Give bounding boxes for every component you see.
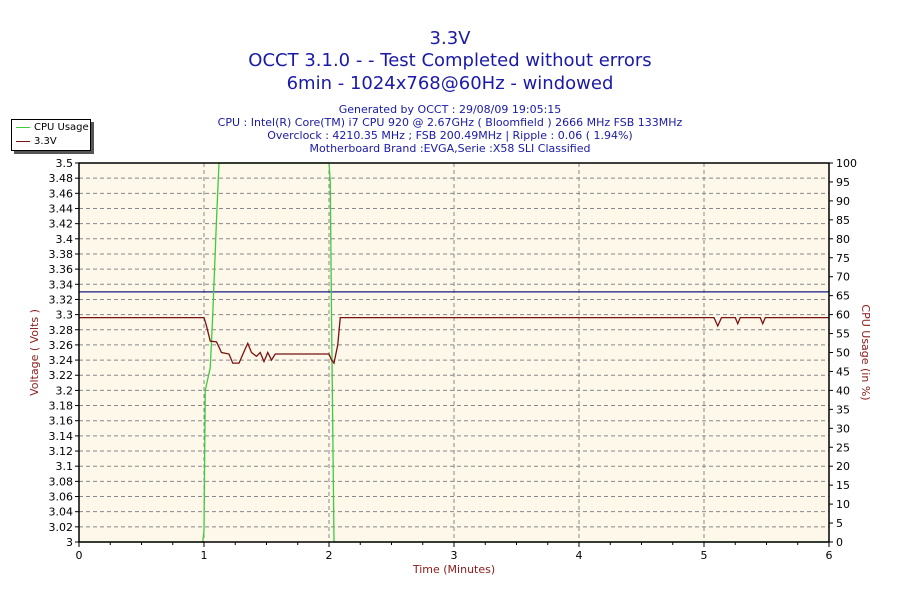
y2-tick-label: 80 — [836, 233, 850, 246]
legend-item: 3.3V — [12, 134, 90, 148]
x-tick-label: 0 — [76, 549, 83, 562]
x-tick-label: 6 — [826, 549, 833, 562]
x-tick-label: 4 — [576, 549, 583, 562]
x-tick-label: 1 — [201, 549, 208, 562]
y2-tick-label: 20 — [836, 460, 850, 473]
x-tick-label: 2 — [326, 549, 333, 562]
y2-tick-label: 30 — [836, 422, 850, 435]
y-tick-label: 3.16 — [49, 415, 74, 428]
chart-subtitle: 6min - 1024x768@60Hz - windowed — [286, 73, 614, 94]
y-tick-label: 3.42 — [49, 218, 74, 231]
y2-tick-label: 90 — [836, 195, 850, 208]
y-tick-label: 3.04 — [49, 506, 74, 519]
y2-tick-label: 55 — [836, 328, 850, 341]
y-tick-label: 3.2 — [56, 384, 74, 397]
x-axis-label: Time (Minutes) — [412, 563, 495, 576]
y-tick-label: 3.46 — [49, 187, 74, 200]
x-tick-label: 5 — [701, 549, 708, 562]
plot-border — [78, 162, 830, 543]
y2-tick-label: 25 — [836, 441, 850, 454]
y-tick-label: 3.24 — [49, 354, 74, 367]
y-tick-label: 3.4 — [56, 233, 74, 246]
legend-label: CPU Usage — [34, 121, 89, 133]
y-tick-label: 3.26 — [49, 339, 74, 352]
y-tick-label: 3.34 — [49, 278, 74, 291]
y2-tick-label: 50 — [836, 347, 850, 360]
y2-tick-label: 40 — [836, 384, 850, 397]
series-line-cpu-usage — [79, 162, 829, 543]
info-line: Overclock : 4210.35 MHz ; FSB 200.49MHz … — [267, 129, 633, 142]
legend: CPU Usage 3.3V — [11, 119, 91, 151]
series-line-3-3v — [79, 316, 829, 365]
y-axis-label: Voltage ( Volts ) — [28, 309, 41, 396]
info-line: Motherboard Brand :EVGA,Serie :X58 SLI C… — [309, 142, 591, 155]
legend-item: CPU Usage — [12, 120, 90, 134]
y-tick-label: 3.18 — [49, 400, 74, 413]
y2-tick-label: 35 — [836, 403, 850, 416]
y-tick-label: 3.06 — [49, 491, 74, 504]
y2-tick-label: 100 — [836, 157, 857, 170]
y2-tick-label: 10 — [836, 498, 850, 511]
y-tick-label: 3.3 — [56, 309, 74, 322]
y2-tick-label: 85 — [836, 214, 850, 227]
y-tick-label: 3.14 — [49, 430, 74, 443]
info-line: CPU : Intel(R) Core(TM) i7 CPU 920 @ 2.6… — [217, 116, 683, 129]
y-tick-label: 3.12 — [49, 445, 74, 458]
y-tick-label: 3.32 — [49, 293, 74, 306]
y-tick-label: 3.02 — [49, 521, 74, 534]
chart-subtitle: OCCT 3.1.0 - - Test Completed without er… — [248, 50, 652, 71]
y-tick-label: 3.44 — [49, 202, 74, 215]
y-tick-label: 3.22 — [49, 369, 74, 382]
y2-tick-label: 75 — [836, 252, 850, 265]
y-tick-label: 3.36 — [49, 263, 74, 276]
y-tick-label: 3.5 — [56, 157, 74, 170]
y2-axis-label: CPU Usage (in %) — [859, 304, 872, 400]
y2-tick-label: 95 — [836, 176, 850, 189]
y-tick-label: 3.08 — [49, 475, 74, 488]
info-line: Generated by OCCT : 29/08/09 19:05:15 — [338, 103, 562, 116]
y2-tick-label: 70 — [836, 271, 850, 284]
x-tick-label: 3 — [451, 549, 458, 562]
y-tick-label: 3.28 — [49, 324, 74, 337]
y-tick-label: 3.48 — [49, 172, 74, 185]
y2-tick-label: 45 — [836, 365, 850, 378]
y2-tick-label: 15 — [836, 479, 850, 492]
y-tick-label: 3.1 — [56, 460, 74, 473]
y2-tick-label: 60 — [836, 309, 850, 322]
y2-tick-label: 5 — [836, 517, 843, 530]
y-tick-label: 3.38 — [49, 248, 74, 261]
y-tick-label: 3 — [66, 536, 73, 549]
y2-tick-label: 65 — [836, 290, 850, 303]
y2-tick-label: 0 — [836, 536, 843, 549]
chart-title: 3.3V — [429, 28, 471, 49]
legend-label: 3.3V — [34, 135, 57, 147]
